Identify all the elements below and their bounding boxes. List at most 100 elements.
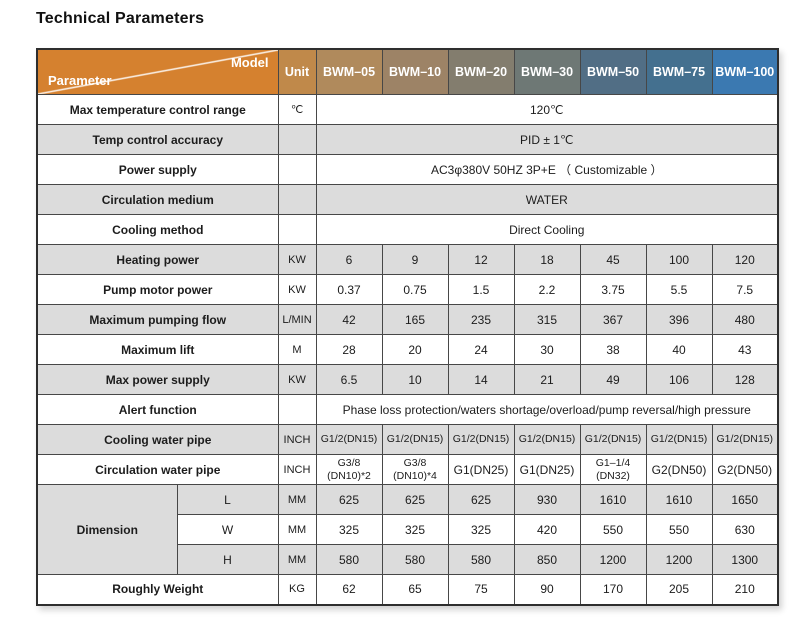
corner-diagonal: Model Parameter <box>38 50 277 94</box>
param-cell: Power supply <box>36 154 279 185</box>
value-cell: 21 <box>513 364 581 395</box>
value-cell: 625 <box>381 484 449 515</box>
table-row: Power supply AC3φ380V 50HZ 3P+E （ Customi… <box>36 154 779 185</box>
unit-cell <box>277 214 317 245</box>
unit-column-header: Unit <box>277 48 317 95</box>
value-cell: 3.75 <box>579 274 647 305</box>
value-cell: 38 <box>579 334 647 365</box>
unit-cell <box>277 394 317 425</box>
value-cell: 1610 <box>645 484 713 515</box>
unit-cell: MM <box>277 544 317 575</box>
value-cell: 9 <box>381 244 449 275</box>
table-row: Maximum lift M 28 20 24 30 38 40 43 <box>36 334 779 365</box>
param-cell: Max power supply <box>36 364 279 395</box>
value-cell: 850 <box>513 544 581 575</box>
param-cell: Max temperature control range <box>36 94 279 125</box>
value-cell: 100 <box>645 244 713 275</box>
value-cell: AC3φ380V 50HZ 3P+E （ Customizable ） <box>315 154 779 185</box>
value-cell: 42 <box>315 304 383 335</box>
value-cell: 20 <box>381 334 449 365</box>
value-cell: 1650 <box>711 484 779 515</box>
column-header: BWM–100 <box>711 48 779 95</box>
value-cell: WATER <box>315 184 779 215</box>
unit-cell <box>277 154 317 185</box>
value-cell: 7.5 <box>711 274 779 305</box>
table-row: Dimension L MM 625 625 625 930 1610 1610 1650 <box>36 484 779 575</box>
value-cell: 14 <box>447 364 515 395</box>
value-cell: G3/8 (DN10)*4 <box>381 454 449 485</box>
value-cell: 10 <box>381 364 449 395</box>
value-cell: 43 <box>711 334 779 365</box>
value-cell: 49 <box>579 364 647 395</box>
value-cell: 170 <box>579 574 647 605</box>
unit-cell <box>277 184 317 215</box>
value-cell: G1/2(DN15) <box>711 424 779 455</box>
table-row: Circulation medium WATER <box>36 184 779 215</box>
column-header: BWM–20 <box>447 48 515 95</box>
value-cell: 6 <box>315 244 383 275</box>
table-row: Temp control accuracy PID ± 1℃ <box>36 124 779 155</box>
table-row: Maximum pumping flow L/MIN 42 165 235 315 367 3… <box>36 304 779 335</box>
param-cell: Alert function <box>36 394 279 425</box>
value-cell: 128 <box>711 364 779 395</box>
table-row: W MM 325 325 325 420 550 550 630 <box>37 514 779 545</box>
value-cell: G1/2(DN15) <box>447 424 515 455</box>
value-cell: 120 <box>711 244 779 275</box>
value-cell: G1/2(DN15) <box>645 424 713 455</box>
value-cell: 1.5 <box>447 274 515 305</box>
value-cell: 367 <box>579 304 647 335</box>
value-cell: 28 <box>315 334 383 365</box>
value-cell: 62 <box>315 574 383 605</box>
value-cell: 120℃ <box>315 94 779 125</box>
column-header: BWM–30 <box>513 48 581 95</box>
value-cell: G1/2(DN15) <box>513 424 581 455</box>
column-header: BWM–75 <box>645 48 713 95</box>
value-cell: Phase loss protection/waters shortage/ov… <box>315 394 779 425</box>
value-cell: 325 <box>381 514 449 545</box>
dimension-axis-cell: H <box>176 544 279 575</box>
unit-cell: KW <box>277 244 317 275</box>
column-header: BWM–10 <box>381 48 449 95</box>
param-cell: Dimension <box>36 484 178 575</box>
value-cell: 580 <box>447 544 515 575</box>
value-cell: 1300 <box>711 544 779 575</box>
param-cell: Maximum pumping flow <box>36 304 279 335</box>
column-header: BWM–50 <box>579 48 647 95</box>
table-row: Alert function Phase loss protection/wate… <box>36 394 779 425</box>
page-title: Technical Parameters <box>36 10 205 27</box>
table-row: Roughly Weight KG 62 65 75 90 170 205 210 <box>36 574 779 605</box>
value-cell: 1200 <box>645 544 713 575</box>
value-cell: 325 <box>315 514 383 545</box>
unit-cell: KW <box>277 274 317 305</box>
unit-cell: MM <box>277 514 317 545</box>
value-cell: G3/8 (DN10)*2 <box>315 454 383 485</box>
corner-header-cell: Model Parameter <box>36 48 279 95</box>
value-cell: PID ± 1℃ <box>315 124 779 155</box>
value-cell: 580 <box>381 544 449 575</box>
value-cell: 24 <box>447 334 515 365</box>
value-cell: 420 <box>513 514 581 545</box>
dimension-axis-cell: W <box>176 514 279 545</box>
table-row: H MM 580 580 580 850 1200 1200 1300 <box>37 544 779 575</box>
value-cell: 45 <box>579 244 647 275</box>
param-cell: Maximum lift <box>36 334 279 365</box>
value-cell: 1200 <box>579 544 647 575</box>
value-cell: 1610 <box>579 484 647 515</box>
param-cell: Cooling water pipe <box>36 424 279 455</box>
unit-cell: MM <box>277 484 317 515</box>
table-row: Max temperature control range ℃ 120℃ <box>36 94 779 125</box>
value-cell: 40 <box>645 334 713 365</box>
value-cell: 625 <box>447 484 515 515</box>
unit-cell: INCH <box>277 424 317 455</box>
table-row: Heating power KW 6 9 12 18 45 100 120 <box>36 244 779 275</box>
value-cell: 18 <box>513 244 581 275</box>
value-cell: 6.5 <box>315 364 383 395</box>
value-cell: 325 <box>447 514 515 545</box>
table-body: Max temperature control range ℃ 120℃ Temp c… <box>36 94 779 605</box>
value-cell: 630 <box>711 514 779 545</box>
value-cell: G1/2(DN15) <box>315 424 383 455</box>
param-cell: Cooling method <box>36 214 279 245</box>
value-cell: 396 <box>645 304 713 335</box>
value-cell: G1–1/4 (DN32) <box>579 454 647 485</box>
parameter-header-label: Parameter <box>48 73 112 88</box>
